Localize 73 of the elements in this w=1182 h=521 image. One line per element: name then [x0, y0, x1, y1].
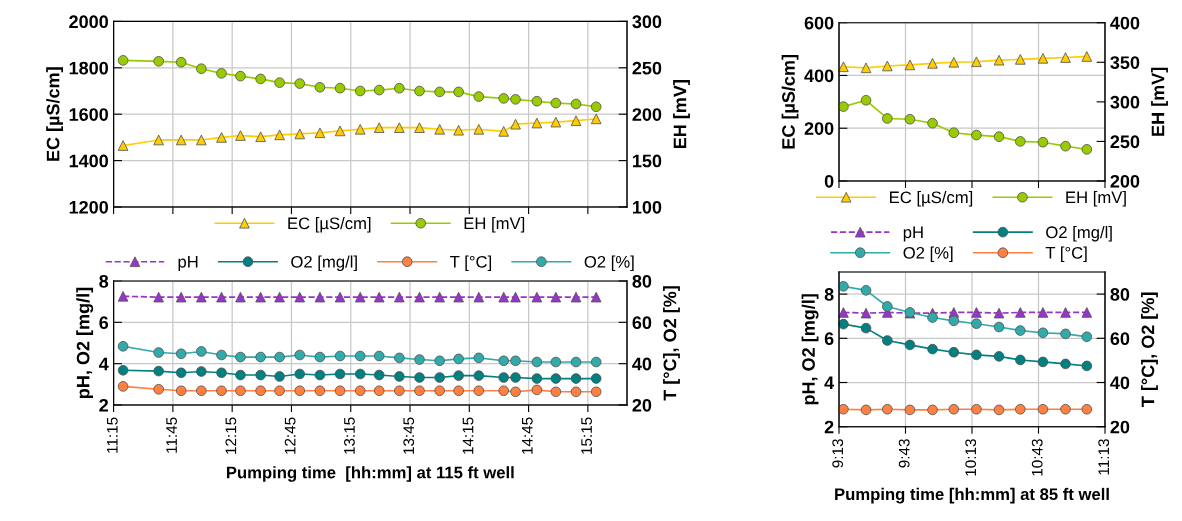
y2-tick-label: 250	[1110, 135, 1140, 149]
x-tick-label: 9:13	[832, 439, 844, 468]
y-tick-label: 0	[824, 174, 834, 188]
y2-tick-label: 200	[1110, 174, 1140, 188]
y2-tick-label: 350	[1110, 56, 1140, 70]
legend-label: pH	[178, 256, 198, 271]
y2-axis-title: EH [mV]	[673, 80, 690, 149]
legend-label: T [°C]	[450, 255, 492, 271]
legend-label: O2 [mg/l]	[1046, 225, 1112, 242]
x-tick-label: 14:45	[522, 417, 533, 454]
x-axis-title: Pumping time [hh:mm] at 115 ft well	[226, 466, 514, 482]
y2-axis-title: EH [mV]	[1151, 67, 1168, 136]
legend-label: EH [mV]	[464, 217, 525, 233]
y2-tick-label: 300	[1110, 95, 1140, 109]
y2-tick-label: 150	[633, 154, 662, 168]
legend-label: T [°C]	[1045, 246, 1087, 262]
y-tick-label: 2000	[69, 15, 108, 29]
x-tick-label: 14:15	[462, 417, 474, 454]
x-tick-label: 11:15	[107, 417, 118, 453]
y-tick-label: 2	[824, 420, 834, 434]
y-axis-title: pH, O2 [mg/l]	[76, 287, 94, 398]
y2-tick-label: 80	[632, 274, 652, 288]
y2-tick-label: 20	[1110, 420, 1130, 434]
y-tick-label: 1400	[69, 154, 108, 168]
y-tick-label: 4	[824, 376, 835, 390]
y-axis-title: EC [µS/cm]	[781, 55, 799, 149]
y-axis-title: EC [µS/cm]	[46, 67, 64, 161]
legend-label: EH [mV]	[1066, 191, 1126, 207]
legend-label: O2 [%]	[903, 246, 953, 262]
y2-axis-title: T [°C], O2 [%]	[663, 286, 680, 401]
x-tick-label: 12:15	[225, 417, 237, 454]
y-tick-label: 4	[98, 357, 109, 371]
point	[394, 122, 405, 133]
y-tick-label: 1800	[69, 61, 108, 75]
x-tick-label: 15:15	[581, 417, 592, 454]
y2-tick-label: 250	[632, 61, 662, 75]
y-tick-label: 8	[99, 274, 109, 288]
y2-tick-label: 400	[1110, 16, 1140, 30]
legend-label: pH	[903, 226, 923, 242]
x-tick-label: 10:13	[965, 439, 977, 476]
y-tick-label: 2	[99, 398, 109, 412]
y-tick-label: 200	[804, 122, 834, 135]
y2-tick-label: 200	[632, 108, 662, 121]
y-tick-label: 1600	[69, 108, 108, 121]
y2-tick-label: 80	[1110, 288, 1130, 301]
x-tick-label: 13:15	[344, 417, 355, 454]
y-axis-title: pH, O2 [mg/l]	[801, 294, 819, 405]
legend-label: EC [µS/cm]	[890, 191, 973, 207]
y2-tick-label: 40	[1110, 376, 1130, 390]
x-tick-label: 11:13	[1098, 439, 1110, 475]
y2-tick-label: 40	[632, 357, 652, 371]
x-tick-label: 10:43	[1031, 439, 1043, 476]
y2-tick-label: 100	[633, 200, 662, 214]
x-tick-label: 9:43	[898, 439, 910, 468]
y-tick-label: 8	[824, 288, 834, 301]
legend-label: O2 [%]	[584, 255, 634, 271]
y2-tick-label: 60	[1110, 332, 1130, 346]
x-tick-label: 12:45	[284, 417, 296, 454]
y2-tick-label: 20	[632, 398, 652, 412]
y-tick-label: 1200	[69, 200, 108, 214]
point	[373, 122, 385, 133]
legend-label: O2 [mg/l]	[291, 255, 357, 271]
y-tick-label: 400	[804, 69, 834, 83]
x-tick-label: 11:45	[166, 417, 177, 453]
y-tick-label: 600	[804, 16, 834, 30]
x-tick-label: 13:45	[403, 417, 415, 454]
y-tick-label: 6	[99, 316, 109, 330]
y2-tick-label: 300	[632, 15, 662, 29]
y2-tick-label: 60	[632, 316, 652, 330]
legend-label: EC [µS/cm]	[288, 217, 371, 233]
y2-axis-title: T [°C], O2 [%]	[1141, 292, 1158, 407]
x-axis-title: Pumping time [hh:mm] at 85 ft well	[835, 487, 1109, 504]
y-tick-label: 6	[824, 332, 834, 346]
